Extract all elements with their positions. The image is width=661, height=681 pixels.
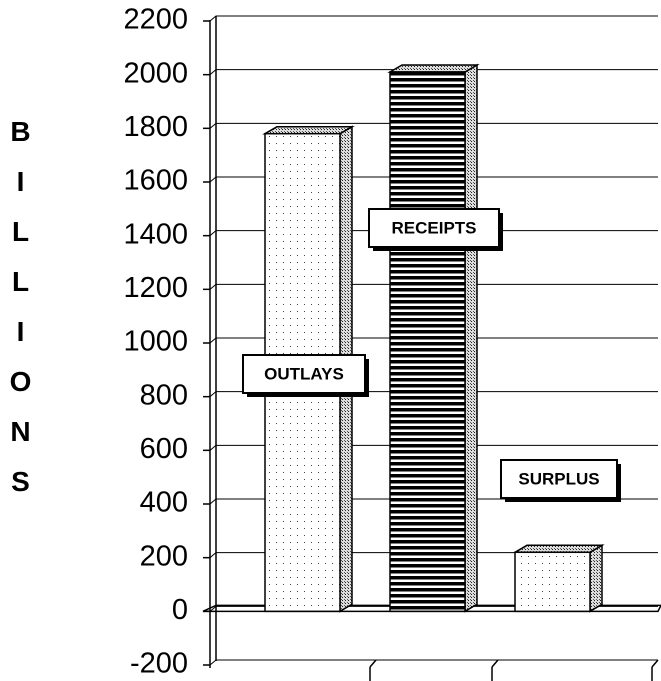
label-box <box>242 354 366 394</box>
y-tick-label: 0 <box>172 594 188 626</box>
y-tick-label: 1800 <box>123 111 188 143</box>
bar-top <box>512 544 605 554</box>
grid-line <box>209 391 658 398</box>
y-tick-label: 800 <box>140 379 188 411</box>
y-tick-label: 1400 <box>123 218 188 250</box>
y-tick-label: 600 <box>140 433 188 465</box>
bar <box>389 71 466 613</box>
category-label: SURPLUS <box>518 469 599 488</box>
y-tick-label: 2000 <box>123 57 188 89</box>
bar-top <box>262 125 355 135</box>
y-tick-label: 1000 <box>123 326 188 358</box>
category-label: RECEIPTS <box>391 218 476 237</box>
grid-line <box>209 337 658 344</box>
bar-side <box>464 63 478 613</box>
bar-top <box>387 64 480 73</box>
grid-line <box>209 659 658 666</box>
y-tick-label: 200 <box>140 540 188 572</box>
y-tick-label: 1600 <box>123 165 188 197</box>
y-tick-label: -200 <box>130 648 188 680</box>
grid-line <box>209 176 658 183</box>
grid-line <box>209 122 658 129</box>
y-tick-label: 2200 <box>123 4 188 36</box>
grid-line <box>209 69 658 76</box>
category-label: OUTLAYS <box>264 364 344 383</box>
grid-line <box>209 230 658 237</box>
y-tick-label: 400 <box>140 487 188 519</box>
grid-line <box>209 283 658 290</box>
floor <box>202 604 661 613</box>
grid-line <box>209 444 658 451</box>
y-axis-label: BILLIONS <box>5 116 36 516</box>
grid-line <box>209 552 658 559</box>
grid-line <box>209 605 658 612</box>
bar <box>514 551 591 613</box>
y-tick-label: 1200 <box>123 272 188 304</box>
label-box <box>368 208 500 248</box>
bar-side <box>589 543 603 613</box>
grid-line <box>209 15 658 22</box>
label-box <box>500 459 618 499</box>
